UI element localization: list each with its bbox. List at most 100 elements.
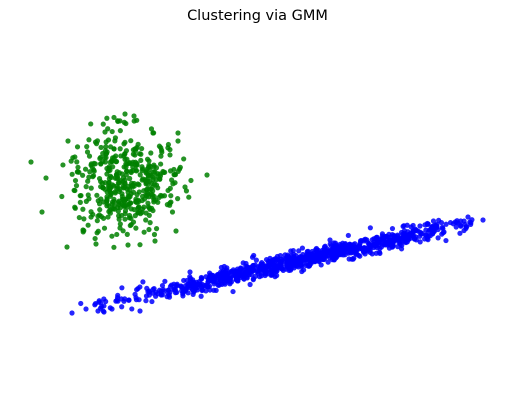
data-point-series-1-593 (345, 232, 351, 239)
data-point-series-1-955 (126, 297, 132, 303)
data-point-series-1-925 (382, 239, 388, 245)
data-point-series-1-459 (367, 249, 373, 255)
data-point-series-0-407 (114, 169, 120, 175)
data-point-series-0-468 (117, 225, 123, 231)
data-point-series-1-843 (286, 267, 292, 274)
data-point-series-0-228 (87, 169, 93, 175)
data-point-series-0-8 (147, 220, 153, 226)
data-point-series-1-680 (342, 241, 348, 247)
data-point-series-1-863 (275, 257, 281, 263)
data-point-series-0-195 (143, 217, 149, 223)
data-point-series-1-820 (274, 272, 280, 279)
data-point-series-0-272 (130, 219, 137, 225)
data-point-series-1-644 (325, 259, 331, 265)
data-point-series-0-446 (110, 164, 116, 170)
data-point-series-1-797 (119, 285, 125, 291)
data-point-series-0-343 (107, 173, 114, 179)
data-point-series-0-410 (146, 158, 152, 164)
data-point-series-1-485 (357, 238, 364, 244)
data-point-series-0-158 (76, 214, 82, 221)
data-point-series-0-328 (136, 151, 143, 157)
data-point-series-0-381 (105, 214, 111, 220)
data-point-series-1-932 (314, 249, 320, 255)
data-point-series-0-387 (124, 168, 130, 174)
data-point-series-1-769 (159, 282, 166, 289)
data-point-series-1-876 (228, 268, 234, 275)
data-point-series-1-963 (327, 237, 333, 243)
data-point-series-0-323 (131, 180, 137, 187)
data-point-series-0-467 (80, 227, 86, 233)
data-point-series-0-235 (139, 146, 145, 152)
data-point-series-0-14 (167, 152, 173, 158)
data-point-series-0-273 (131, 206, 137, 213)
data-point-series-0-385 (90, 174, 96, 180)
data-point-series-0-265 (188, 177, 194, 184)
data-point-series-1-785 (373, 234, 380, 240)
data-point-series-1-921 (333, 253, 339, 259)
data-point-series-1-959 (465, 214, 471, 220)
data-point-series-1-765 (243, 260, 249, 267)
data-point-series-0-438 (121, 153, 127, 159)
data-point-series-0-308 (159, 193, 165, 199)
data-point-series-0-97 (132, 152, 138, 158)
data-point-series-0-178 (169, 209, 176, 215)
data-point-series-0-463 (173, 228, 179, 234)
data-point-series-0-297 (72, 187, 78, 194)
data-point-series-1-881 (171, 281, 177, 287)
data-point-series-1-759 (404, 222, 410, 228)
data-point-series-1-956 (137, 308, 143, 314)
data-point-series-1-642 (324, 248, 330, 254)
data-point-series-1-926 (234, 273, 240, 279)
data-point-series-0-311 (72, 154, 78, 160)
data-point-series-1-792 (277, 253, 284, 259)
data-point-series-1-838 (119, 304, 125, 310)
data-point-series-1-880 (253, 257, 259, 263)
data-point-series-0-382 (117, 146, 123, 152)
data-point-series-0-116 (88, 214, 94, 220)
data-point-series-0-420 (130, 168, 136, 174)
data-point-series-0-403 (139, 209, 145, 215)
data-point-series-1-831 (285, 252, 291, 258)
data-point-series-0-373 (117, 128, 123, 134)
data-point-series-0-390 (141, 204, 147, 210)
data-point-series-0-245 (156, 143, 163, 149)
data-point-series-1-870 (376, 241, 382, 247)
data-point-series-0-422 (128, 138, 134, 144)
data-point-series-1-938 (265, 262, 271, 269)
data-point-series-1-817 (269, 272, 275, 278)
data-point-series-0-418 (74, 159, 80, 165)
data-point-series-0-449 (116, 216, 122, 222)
data-point-series-0-416 (149, 192, 155, 198)
data-point-series-0-155 (141, 229, 147, 235)
data-point-series-0-408 (139, 164, 145, 170)
data-point-series-0-253 (123, 120, 129, 127)
data-point-series-0-451 (131, 113, 137, 119)
data-point-series-0-166 (97, 207, 103, 213)
data-point-series-1-906 (321, 253, 327, 260)
data-point-series-0-260 (126, 215, 133, 221)
data-point-series-1-584 (258, 273, 265, 279)
data-point-series-0-224 (68, 158, 74, 164)
data-point-series-0-54 (85, 222, 91, 228)
data-point-series-1-782 (230, 288, 236, 295)
data-point-series-0-249 (124, 231, 130, 237)
data-point-series-0-466 (175, 138, 181, 144)
data-point-series-1-943 (328, 247, 334, 253)
data-point-series-0-325 (111, 146, 117, 152)
data-point-series-0-444 (143, 181, 149, 187)
data-point-series-0-464 (182, 184, 188, 190)
data-point-series-1-895 (227, 279, 233, 285)
data-point-series-1-521 (218, 264, 224, 271)
data-point-series-0-38 (69, 171, 75, 177)
data-point-series-0-461 (125, 242, 131, 248)
data-point-series-1-682 (98, 304, 105, 310)
data-point-series-1-503 (135, 285, 141, 292)
data-point-series-0-364 (144, 166, 150, 173)
data-point-series-1-911 (334, 244, 340, 250)
data-point-series-0-171 (111, 244, 117, 250)
data-point-series-1-888 (302, 257, 308, 263)
data-point-series-0-337 (84, 144, 90, 150)
data-point-series-0-190 (167, 168, 174, 174)
data-point-series-1-899 (223, 273, 229, 280)
data-point-series-1-647 (419, 230, 425, 236)
